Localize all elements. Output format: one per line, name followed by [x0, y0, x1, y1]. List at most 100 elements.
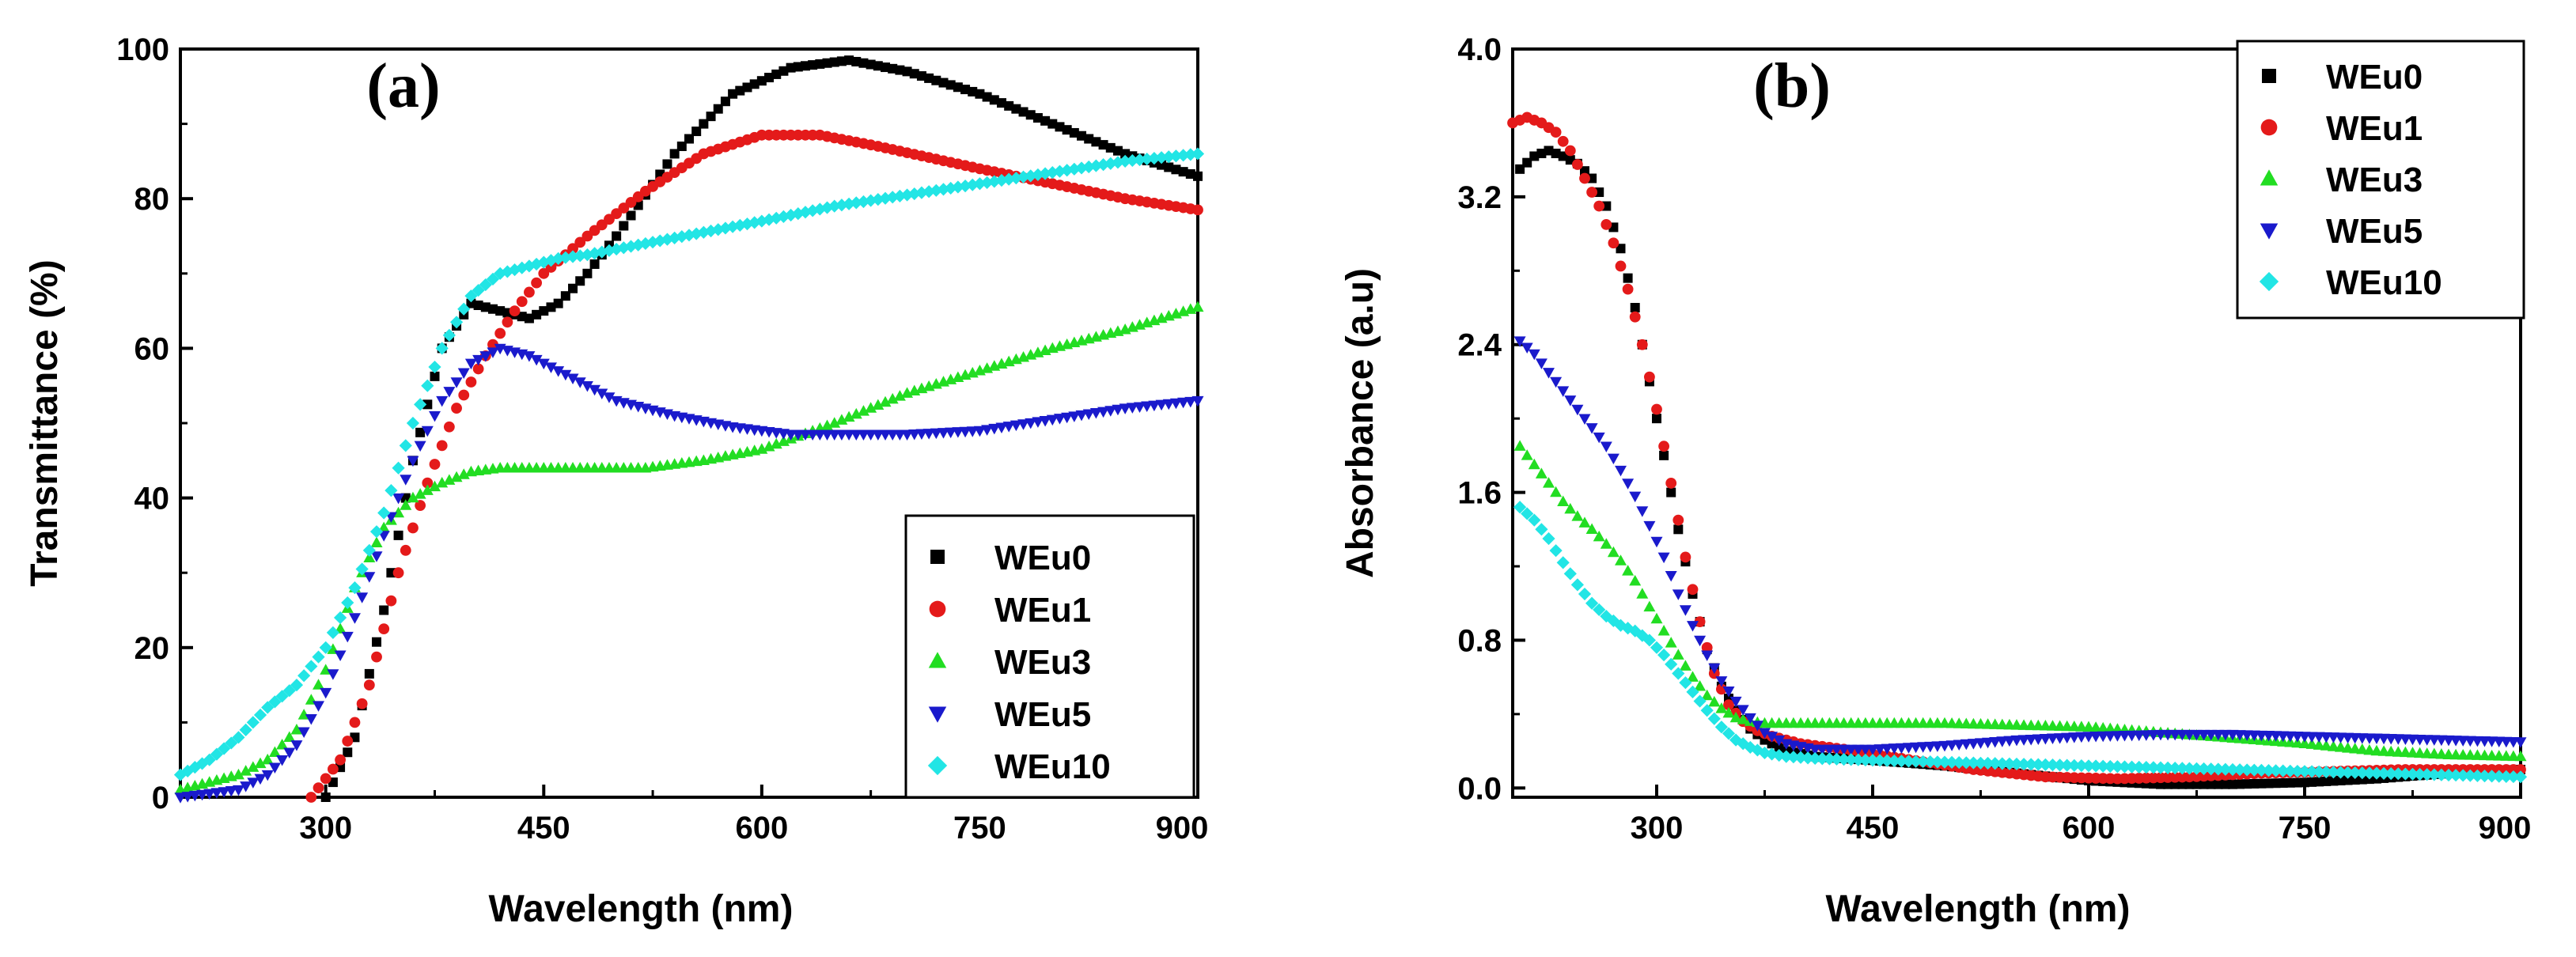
panel-b-point-weu1 [1572, 159, 1583, 170]
panel-b-point-weu10 [2362, 766, 2376, 780]
panel-b-point-weu3 [1722, 706, 1735, 718]
panel-b-point-weu0 [2300, 777, 2309, 788]
panel-b-point-weu1 [1658, 441, 1670, 452]
panel-b-point-weu1 [1716, 683, 1727, 695]
panel-b-point-weu10 [2478, 770, 2491, 783]
panel-b-point-weu5 [1513, 336, 1526, 347]
panel-b-point-weu10 [2067, 758, 2081, 772]
panel-b-point-weu10 [1751, 743, 1764, 757]
panel-a-legend-label-weu1: WEu1 [994, 591, 1091, 630]
panel-b-point-weu10 [1737, 737, 1750, 751]
panel-a-point-weu5 [1148, 400, 1161, 412]
panel-b-point-weu10 [1542, 531, 1555, 546]
panel-a-point-weu10 [581, 248, 594, 262]
panel-a-ytick-label: 80 [134, 182, 170, 217]
panel-a-point-weu5 [945, 427, 957, 439]
panel-a-point-weu0 [691, 127, 702, 137]
panel-b-point-weu3 [2089, 721, 2102, 732]
panel-b-point-weu5 [1615, 465, 1627, 477]
panel-b-point-weu0 [2285, 777, 2295, 788]
panel-a-point-weu10 [472, 283, 485, 297]
panel-a-point-weu5 [232, 785, 244, 796]
panel-b-xtick-label: 750 [2279, 811, 2332, 845]
panel-b-point-weu10 [2183, 762, 2196, 775]
panel-b-point-weu10 [1549, 544, 1563, 558]
panel-a-point-weu0 [989, 95, 999, 105]
panel-b-point-weu0 [1666, 487, 1676, 497]
panel-a-point-weu3 [268, 746, 281, 757]
panel-a-point-weu1 [567, 243, 578, 255]
panel-a-point-weu5 [1025, 418, 1037, 429]
panel-a-point-weu10 [864, 194, 877, 207]
panel-a-point-weu5 [908, 429, 921, 441]
panel-b-point-weu10 [1823, 752, 1836, 766]
panel-b-point-weu10 [1945, 755, 1959, 769]
panel-a-point-weu1 [538, 267, 550, 279]
panel-b-point-weu0 [2307, 777, 2317, 787]
panel-a-point-weu0 [800, 61, 810, 71]
panel-a-point-weu0 [1040, 115, 1051, 126]
panel-a-point-weu0 [633, 200, 643, 210]
panel-b-point-weu10 [2161, 761, 2175, 774]
panel-a-point-weu10 [297, 669, 311, 683]
panel-a-point-weu3 [857, 405, 869, 416]
panel-b-point-weu10 [2506, 770, 2520, 784]
panel-a-point-weu0 [938, 78, 949, 88]
panel-a-point-weu5 [392, 493, 405, 505]
panel-a-point-weu5 [1191, 395, 1204, 407]
panel-a-point-weu0 [982, 92, 992, 102]
panel-a-point-weu3 [879, 395, 892, 407]
panel-a-point-weu10 [842, 197, 856, 210]
panel-a-point-weu10 [595, 245, 608, 259]
panel-a-point-weu10 [275, 690, 289, 703]
panel-b-point-weu5 [1729, 696, 1742, 708]
panel-a-legend-box [904, 514, 1195, 799]
panel-b-point-weu3 [1672, 649, 1684, 660]
panel-b-point-weu3 [1729, 711, 1742, 723]
panel-a-point-weu5 [603, 392, 616, 403]
panel-b-point-weu5 [1938, 740, 1951, 752]
panel-b-point-weu10 [2406, 767, 2419, 781]
panel-b-point-weu0 [1673, 524, 1684, 535]
panel-a-point-weu5 [952, 427, 964, 438]
panel-a-point-weu5 [544, 362, 557, 373]
panel-b-point-weu5 [1773, 735, 1786, 747]
panel-b-point-weu5 [1593, 432, 1605, 444]
panel-b-point-weu10 [2427, 768, 2441, 781]
panel-a-point-weu5 [1039, 415, 1051, 427]
panel-a-point-weu10 [268, 695, 282, 709]
panel-a-point-weu0 [1032, 113, 1043, 123]
panel-a-point-weu10 [697, 225, 710, 239]
panel-b-point-weu10 [1642, 634, 1656, 647]
panel-b-point-weu0 [2256, 778, 2267, 789]
panel-a-point-weu0 [1069, 127, 1079, 138]
panel-a-point-weu0 [764, 73, 775, 83]
panel-b-point-weu10 [2262, 764, 2275, 777]
panel-a-point-weu5 [487, 347, 499, 358]
panel-a-point-weu1 [516, 296, 528, 308]
panel-a-point-weu10 [355, 562, 369, 576]
panel-b-point-weu5 [1528, 349, 1540, 361]
panel-a-point-weu10 [369, 525, 384, 539]
panel-a-point-weu10 [464, 289, 478, 303]
panel-b-point-weu5 [1622, 478, 1635, 490]
panel-b-point-weu10 [1995, 757, 2009, 770]
panel-a-point-weu0 [343, 747, 353, 758]
panel-a-point-weu1 [494, 327, 506, 339]
panel-b: 300 450 600 750 900 0.0 0.8 1.6 2.4 3.2 4.0 (b) Wa… [1339, 32, 2531, 930]
panel-a-point-weu0 [756, 76, 767, 86]
panel-a-point-weu10 [1074, 161, 1089, 175]
panel-a-point-weu0 [844, 55, 854, 66]
panel-a-point-weu1 [415, 500, 426, 511]
panel-b-point-weu0 [2249, 778, 2260, 789]
panel-b-point-weu10 [2176, 762, 2189, 775]
panel-b-point-weu10 [2032, 758, 2045, 771]
panel-b-point-weu10 [2341, 766, 2354, 779]
panel-a-point-weu0 [873, 61, 883, 71]
panel-a-point-weu10 [1191, 147, 1205, 161]
panel-b-point-weu10 [1528, 513, 1541, 527]
panel-a-point-weu3 [247, 761, 259, 772]
panel-b-point-weu3 [1701, 689, 1714, 701]
panel-a-point-weu5 [988, 423, 1001, 435]
panel-a-point-weu0 [968, 86, 978, 96]
